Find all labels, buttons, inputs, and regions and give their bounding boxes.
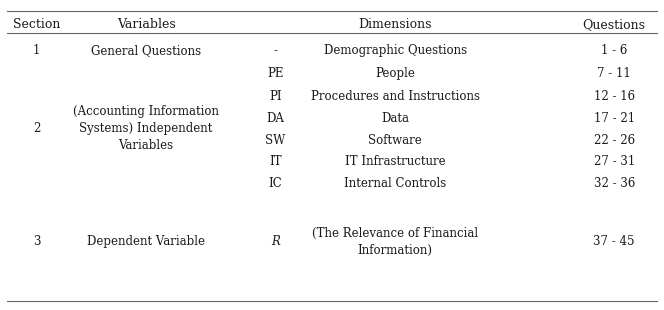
Text: 3: 3 — [33, 235, 41, 248]
Text: 2: 2 — [33, 122, 41, 135]
Text: 32 - 36: 32 - 36 — [594, 177, 635, 190]
Text: 27 - 31: 27 - 31 — [594, 155, 635, 168]
Text: Internal Controls: Internal Controls — [344, 177, 446, 190]
Text: 22 - 26: 22 - 26 — [594, 134, 635, 147]
Text: PE: PE — [268, 67, 284, 80]
Text: Section: Section — [13, 18, 60, 31]
Text: Demographic Questions: Demographic Questions — [323, 44, 467, 57]
Text: (Accounting Information
Systems) Independent
Variables: (Accounting Information Systems) Indepen… — [73, 105, 219, 152]
Text: Procedures and Instructions: Procedures and Instructions — [311, 90, 479, 103]
Text: R: R — [271, 235, 280, 248]
Text: SW: SW — [266, 134, 286, 147]
Text: IT: IT — [269, 155, 282, 168]
Text: Software: Software — [369, 134, 422, 147]
Text: 37 - 45: 37 - 45 — [594, 235, 635, 248]
Text: Data: Data — [381, 112, 409, 125]
Text: Dependent Variable: Dependent Variable — [87, 235, 205, 248]
Text: (The Relevance of Financial
Information): (The Relevance of Financial Information) — [312, 227, 478, 257]
Text: -: - — [274, 44, 278, 57]
Text: IC: IC — [269, 177, 282, 190]
Text: PI: PI — [269, 90, 282, 103]
Text: Dimensions: Dimensions — [359, 18, 432, 31]
Text: IT Infrastructure: IT Infrastructure — [345, 155, 446, 168]
Text: 12 - 16: 12 - 16 — [594, 90, 635, 103]
Text: General Questions: General Questions — [91, 44, 201, 57]
Text: People: People — [375, 67, 415, 80]
Text: Variables: Variables — [117, 18, 175, 31]
Text: 1: 1 — [33, 44, 41, 57]
Text: 1 - 6: 1 - 6 — [601, 44, 627, 57]
Text: DA: DA — [267, 112, 284, 125]
Text: Questions: Questions — [583, 18, 645, 31]
Text: 7 - 11: 7 - 11 — [598, 67, 631, 80]
Text: 17 - 21: 17 - 21 — [594, 112, 635, 125]
